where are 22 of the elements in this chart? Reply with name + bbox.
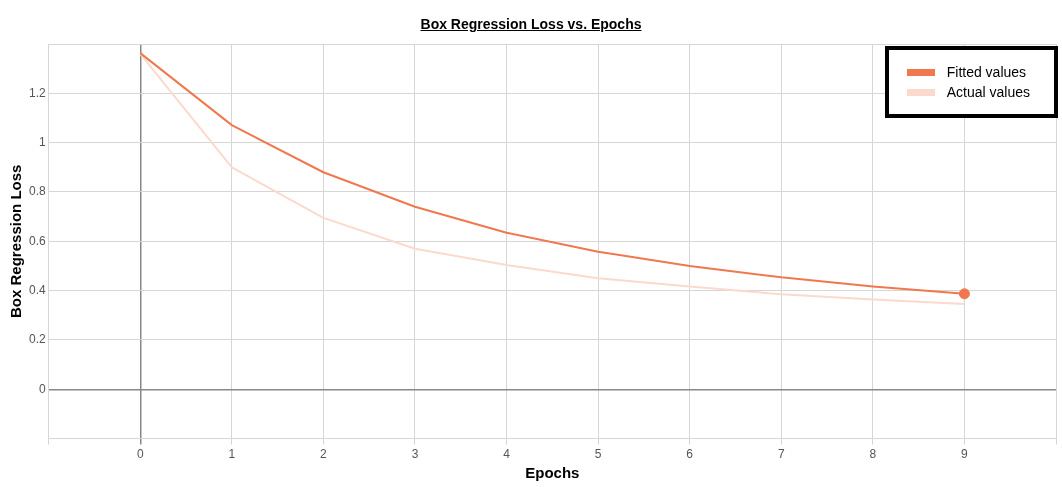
y-tick-label: 1.2 — [28, 85, 46, 100]
x-tick-label: 8 — [869, 447, 877, 462]
y-tick-label: 0.4 — [28, 282, 46, 297]
x-tick-label: 6 — [686, 447, 694, 462]
x-tick-label: 1 — [228, 447, 236, 462]
x-tick-label: 3 — [411, 447, 419, 462]
x-tick-label: 0 — [136, 447, 144, 462]
x-tick-label: 9 — [961, 447, 969, 462]
x-tick-label: 5 — [594, 447, 602, 462]
legend-label: Fitted values — [946, 64, 1027, 80]
y-tick-label: 0.6 — [28, 233, 46, 248]
y-tick-label: 0.2 — [28, 332, 46, 347]
x-tick-label: 2 — [320, 447, 328, 462]
y-tick-label: 0 — [38, 381, 46, 396]
x-tick-label: 4 — [503, 447, 511, 462]
chart-title: Box Regression Loss vs. Epochs — [419, 16, 643, 32]
y-tick-label: 1 — [38, 134, 46, 149]
x-axis-title: Epochs — [525, 464, 580, 482]
y-tick-label: 0.8 — [28, 184, 46, 199]
x-tick-label: 7 — [777, 447, 785, 462]
y-axis-title: Box Regression Loss — [7, 164, 25, 318]
legend-label: Actual values — [946, 84, 1030, 100]
